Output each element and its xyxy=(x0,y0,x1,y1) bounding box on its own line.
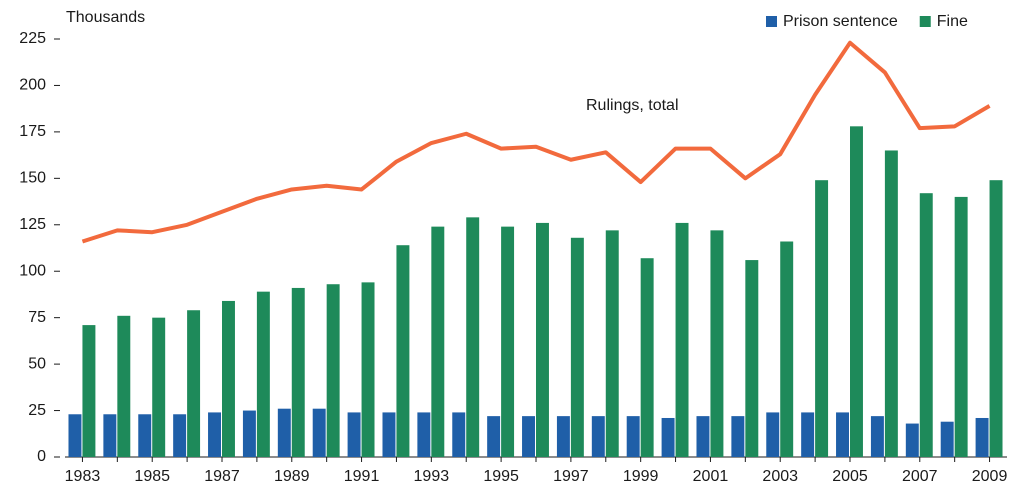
bar xyxy=(382,412,396,457)
bar xyxy=(661,417,675,457)
bar xyxy=(68,414,82,457)
y-tick-label: 225 xyxy=(19,30,46,47)
bar xyxy=(291,287,305,457)
bar xyxy=(940,421,954,457)
bar xyxy=(640,258,654,457)
bar xyxy=(905,423,919,457)
y-tick-label: 0 xyxy=(37,448,46,465)
bar xyxy=(954,196,968,457)
y-tick-label: 200 xyxy=(19,77,46,94)
x-tick-label: 1997 xyxy=(553,468,589,485)
x-tick-label: 1989 xyxy=(274,468,310,485)
bar xyxy=(501,226,515,457)
bar xyxy=(326,284,340,457)
bar xyxy=(347,412,361,457)
line xyxy=(81,40,991,244)
legend-swatch xyxy=(766,16,777,27)
bar xyxy=(138,414,152,457)
bar xyxy=(452,412,466,457)
bar xyxy=(989,180,1003,458)
y-tick-label: 175 xyxy=(19,123,46,140)
bar xyxy=(836,412,849,457)
bar xyxy=(884,150,898,457)
bar xyxy=(466,217,480,457)
y-tick-label: 125 xyxy=(19,216,46,233)
legend-swatch xyxy=(919,16,931,27)
x-tick-label: 1985 xyxy=(134,468,170,485)
x-tick-label: 1987 xyxy=(204,468,240,485)
bar xyxy=(766,412,780,457)
y-tick-label: 150 xyxy=(19,170,46,187)
y-tick-label: 50 xyxy=(28,355,46,372)
bar xyxy=(277,408,291,457)
bar xyxy=(626,416,640,457)
bar xyxy=(103,414,117,457)
bar xyxy=(605,230,619,457)
x-tick-label: 1991 xyxy=(344,468,380,485)
legend-label: Fine xyxy=(937,13,968,30)
y-tick-label: 75 xyxy=(28,309,46,326)
bar xyxy=(815,180,829,458)
x-tick-label: 2007 xyxy=(902,468,938,485)
bar xyxy=(919,193,933,457)
x-tick-label: 1999 xyxy=(623,468,659,485)
bar xyxy=(222,300,235,457)
bar xyxy=(417,412,431,457)
bar xyxy=(522,416,535,457)
x-tick-label: 2009 xyxy=(972,468,1008,485)
x-tick-label: 1993 xyxy=(414,468,450,485)
bar xyxy=(242,410,256,457)
bar xyxy=(975,417,989,457)
bar xyxy=(152,317,166,457)
bar xyxy=(556,416,570,457)
bar xyxy=(570,237,584,457)
bar xyxy=(117,315,131,457)
bar xyxy=(173,414,187,457)
line-label: Rulings, total xyxy=(586,97,679,114)
bar xyxy=(591,416,605,457)
bar xyxy=(731,416,745,457)
bar xyxy=(710,230,724,457)
bar xyxy=(850,126,863,457)
bar xyxy=(256,291,270,457)
bar xyxy=(82,325,96,457)
bar xyxy=(487,416,501,457)
x-tick-label: 2005 xyxy=(832,468,868,485)
bar xyxy=(187,310,201,457)
bar xyxy=(208,412,221,457)
x-tick-label: 1995 xyxy=(483,468,519,485)
bar xyxy=(780,241,794,457)
bar xyxy=(361,282,375,457)
x-tick-label: 2003 xyxy=(762,468,798,485)
x-tick-label: 2001 xyxy=(693,468,729,485)
bar xyxy=(675,222,689,457)
bar xyxy=(696,416,710,457)
bar xyxy=(396,245,410,457)
bar xyxy=(431,226,445,457)
y-tick-label: 25 xyxy=(28,402,46,419)
y-tick-label: 100 xyxy=(19,262,46,279)
x-tick-label: 1983 xyxy=(65,468,101,485)
legend-label: Prison sentence xyxy=(783,13,898,30)
bar xyxy=(870,416,884,457)
bar xyxy=(312,408,326,457)
bar xyxy=(745,260,759,457)
bar xyxy=(801,412,815,457)
y-axis-label: Thousands xyxy=(66,9,145,26)
bar xyxy=(536,222,549,457)
